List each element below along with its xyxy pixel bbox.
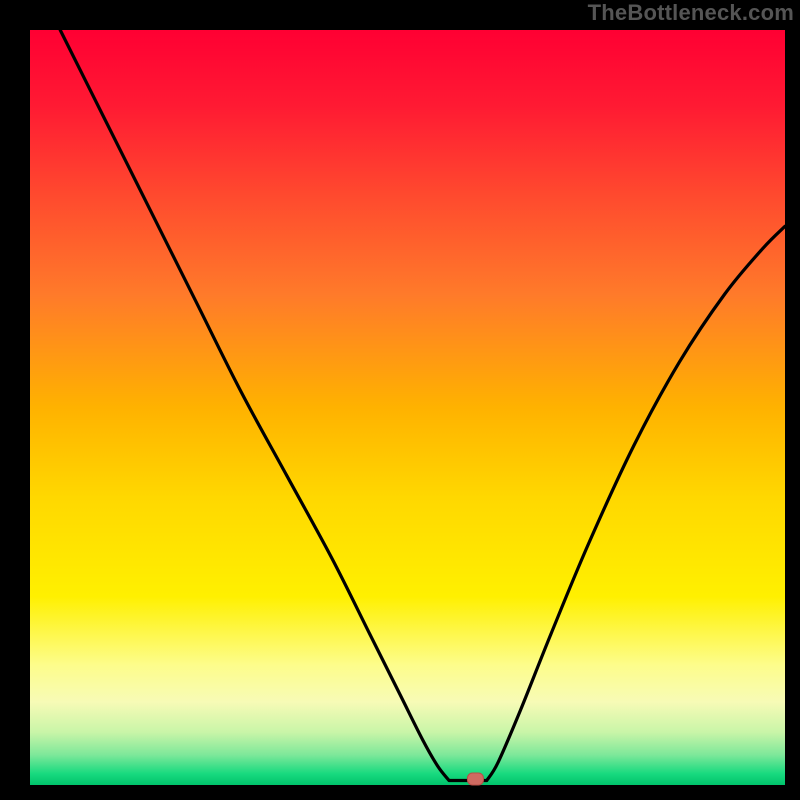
watermark-label: TheBottleneck.com (588, 0, 794, 26)
chart-container: TheBottleneck.com (0, 0, 800, 800)
optimal-point-marker (467, 773, 483, 785)
bottleneck-chart (0, 0, 800, 800)
chart-gradient-area (30, 30, 785, 785)
